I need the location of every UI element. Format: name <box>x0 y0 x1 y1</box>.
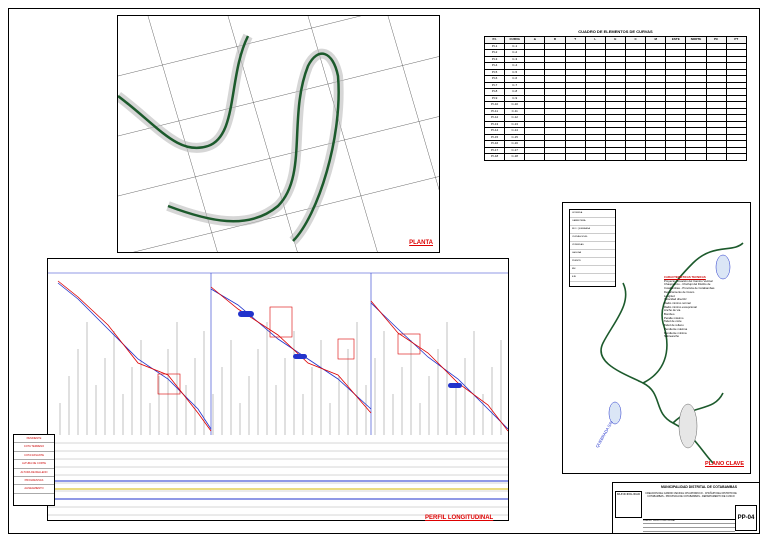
table-row: PI-8 C-8 <box>483 88 748 96</box>
table-row: PI-18 C-18 <box>483 153 748 161</box>
tech-line: Radio mínimo excepcional <box>664 304 697 309</box>
curve-table-title: CUADRO DE ELEMENTOS DE CURVAS <box>578 29 653 34</box>
plan-title: PLANTA <box>409 240 433 246</box>
legend-item: PUENTE <box>570 258 615 266</box>
table-cell <box>604 153 626 161</box>
profile-title: PERFIL LONGITUDINAL <box>425 515 494 521</box>
municipality-logo: MUNICIPALIDAD <box>615 491 642 518</box>
tech-line: Talud de corte <box>664 319 682 324</box>
plan-drawing <box>118 16 439 252</box>
tech-line: Pendiente máxima <box>664 326 688 331</box>
tech-heading: CARACTERISTICAS TECNICAS <box>664 275 706 279</box>
table-row: PI-11 C-11 <box>483 107 748 115</box>
table-row: PI-14 C-14 <box>483 127 748 135</box>
technical-characteristics: CARACTERISTICAS TECNICAS Proyecto: Creac… <box>664 275 736 372</box>
drawing-sheet <box>8 8 760 534</box>
tech-line: Chaupiorcco - Chuñupi del Distrito de <box>664 282 711 287</box>
table-row: PI-5 C-5 <box>483 68 748 76</box>
legend-row: ALINEAMIENTO <box>14 485 54 494</box>
legend-item: EJE <box>570 274 615 282</box>
tech-line: Ancho de vía <box>664 308 681 313</box>
legend-item: LAGUNA <box>570 250 615 258</box>
table-row: PI-6 C-6 <box>483 75 748 83</box>
table-cell: C-18 <box>504 153 526 161</box>
key-map: QUEBRADA S/N LEYENDA CARRETERA RIO / QUE… <box>562 202 751 474</box>
legend-row: ALTURA DE CORTE <box>14 460 54 469</box>
table-cell <box>544 153 566 161</box>
tech-line: Velocidad directriz <box>664 297 687 302</box>
logo-text: MUNICIPALIDAD <box>616 492 641 496</box>
tech-line: Talud de relleno <box>664 323 684 328</box>
tech-line: Peralte máximo <box>664 315 684 320</box>
project-name: CREACION DEL CAMINO VECINAL CHAUPIORCCO … <box>645 492 737 498</box>
table-cell <box>725 94 748 102</box>
table-cell <box>725 101 748 109</box>
table-cell <box>685 153 707 161</box>
table-row: PI-10 C-10 <box>483 101 748 109</box>
table-row: PI-9 C-9 <box>483 94 748 102</box>
sheet-number: PP-04 <box>735 505 757 531</box>
road-alignment-2 <box>167 52 340 242</box>
table-cell <box>524 153 546 161</box>
table-cell <box>725 68 748 76</box>
table-cell <box>725 81 748 89</box>
table-cell <box>705 153 727 161</box>
road-alignment-1 <box>118 35 250 150</box>
table-row: PI-2 C-2 <box>483 49 748 57</box>
legend-item: VIVIENDAS <box>570 242 615 250</box>
table-cell <box>584 153 606 161</box>
table-row: PI-4 C-4 <box>483 62 748 70</box>
table-cell <box>645 153 667 161</box>
legend-item: CURVAS NIVEL <box>570 234 615 242</box>
tech-line: Proyecto: Creación del Camino Vecinal <box>664 278 713 283</box>
table-cell <box>725 114 748 122</box>
tech-line: Departamento de Cusco <box>664 289 695 294</box>
table-cell <box>624 153 647 161</box>
key-map-title: PLANO CLAVE <box>704 461 744 467</box>
profile-legend: PENDIENTE COTA TERRENO COTA RASANTE ALTU… <box>13 434 55 506</box>
table-row: PI-15 C-15 <box>483 133 748 141</box>
table-cell: PI-18 <box>483 153 506 161</box>
table-row: PI-16 C-16 <box>483 140 748 148</box>
place-label: QUEBRADA S/N <box>595 420 614 449</box>
tech-line: Radio mínimo normal <box>664 300 691 305</box>
legend-row: ALTURA DE RELLENO <box>14 469 54 477</box>
legend-row: COTA RASANTE <box>14 452 54 461</box>
profile-drawing <box>48 272 508 516</box>
table-cell <box>665 153 687 161</box>
plan-name: PLANTA Y PERFIL LONGITUDINAL <box>643 520 735 524</box>
plan-view: PLANTA <box>117 15 440 253</box>
tech-line: Bombeo <box>664 312 675 317</box>
tech-line: Longitud <box>664 293 675 298</box>
legend-item: LEYENDA <box>570 210 615 218</box>
legend-item: CARRETERA <box>570 218 615 226</box>
table-row: PI-12 C-12 <box>483 114 748 122</box>
legend-row: PROGRESIVAS <box>14 477 54 486</box>
table-row: PI-7 C-7 <box>483 81 748 89</box>
key-map-drawing: QUEBRADA S/N <box>595 242 744 464</box>
title-block: MUNICIPALIDAD MUNICIPALIDAD DISTRITAL DE… <box>612 482 760 534</box>
table-cell <box>725 120 748 128</box>
legend-item: RIO / QUEBRADA <box>570 226 615 234</box>
legend-row: PENDIENTE <box>14 435 54 444</box>
table-cell <box>725 75 748 83</box>
title-block-fields: PLANTA Y PERFIL LONGITUDINAL <box>643 519 735 532</box>
curve-elements-table: CUADRO DE ELEMENTOS DE CURVAS P.I. CURVA Δ… <box>483 28 748 161</box>
tech-line: Cotabambas - Provincia de Cotabambas <box>664 286 715 291</box>
legend-item: BM <box>570 266 615 274</box>
key-map-legend: LEYENDA CARRETERA RIO / QUEBRADA CURVAS … <box>569 209 616 287</box>
table-cell <box>725 153 748 161</box>
longitudinal-profile <box>47 258 509 521</box>
municipality-name: MUNICIPALIDAD DISTRITAL DE COTABAMBAS <box>660 485 738 489</box>
table-cell <box>725 107 748 115</box>
table-cell <box>725 62 748 70</box>
tech-line: Pendiente mínima <box>664 330 687 335</box>
table-cell <box>725 88 748 96</box>
legend-row: COTA TERRENO <box>14 443 54 452</box>
table-row: PI-13 C-13 <box>483 120 748 128</box>
tech-line: Sobreancho <box>664 334 680 339</box>
table-cell <box>564 153 586 161</box>
